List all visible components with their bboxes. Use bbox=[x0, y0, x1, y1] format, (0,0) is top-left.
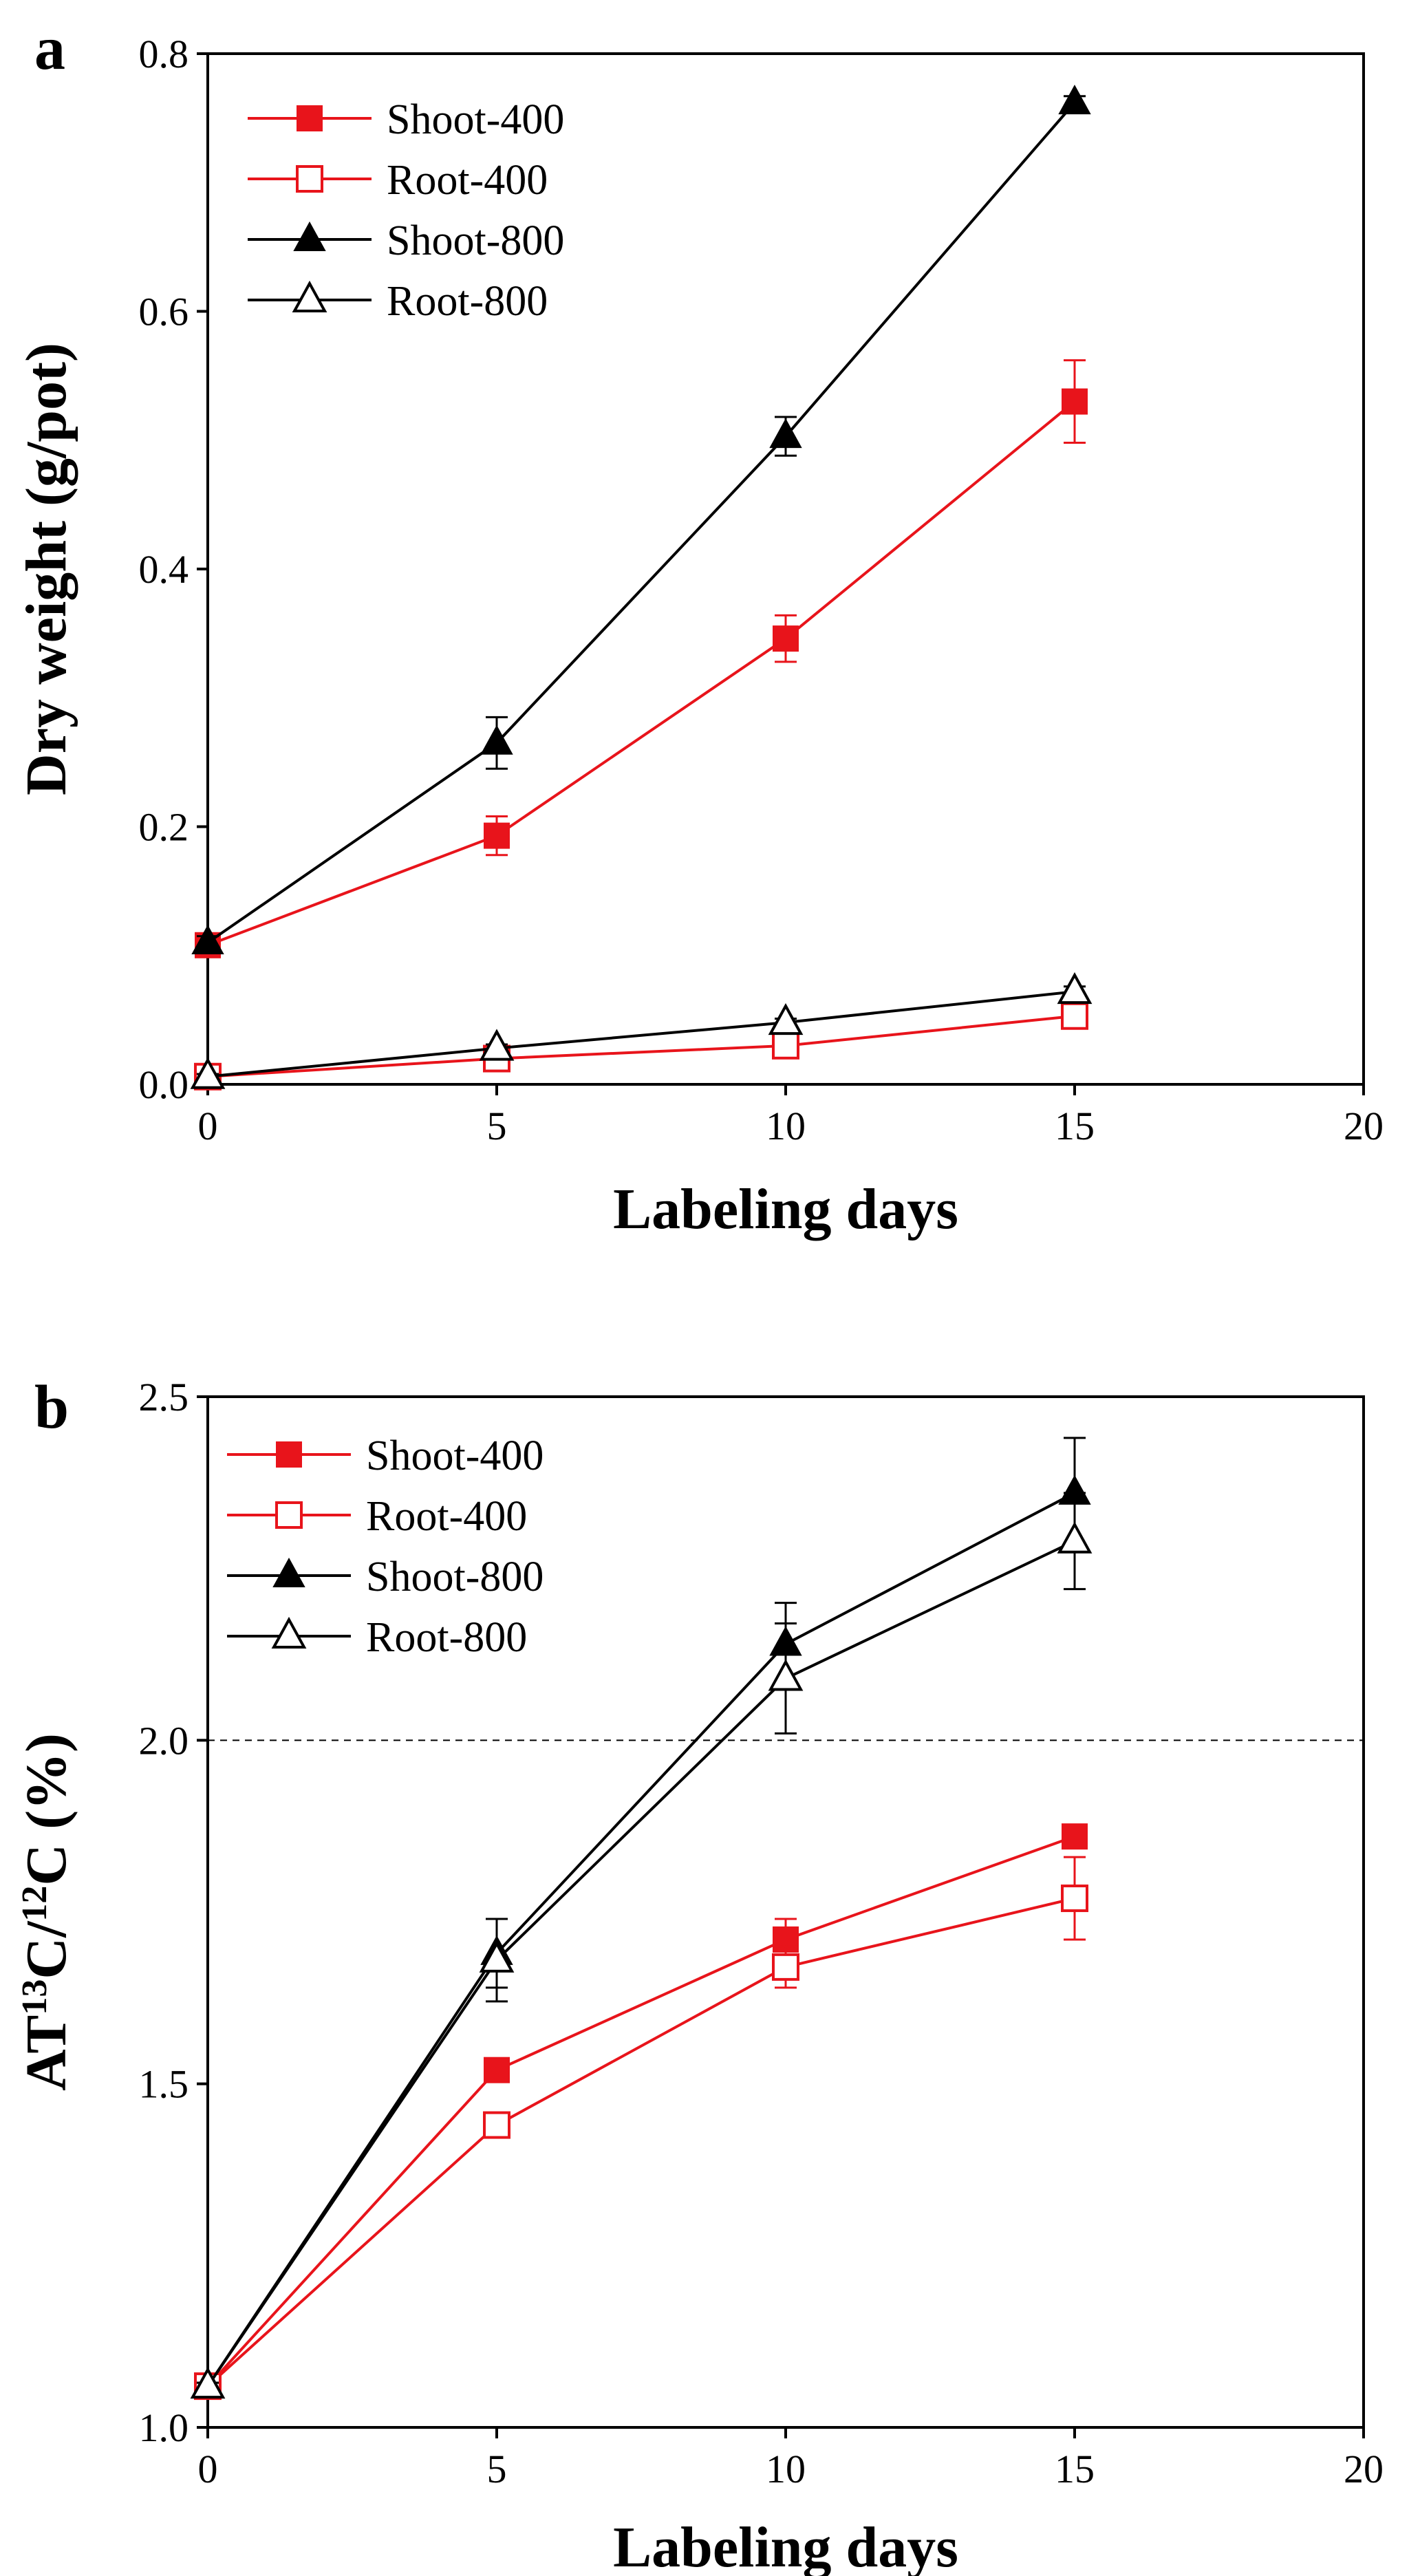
panel-a-line-root-400 bbox=[207, 1014, 1075, 1078]
panel-a-series-shoot-800 bbox=[191, 85, 1091, 955]
panel-a-legend: Shoot-400 Root-400 Shoot-800 Root-800 bbox=[248, 96, 564, 325]
panel-b-point-root-800 bbox=[768, 1659, 804, 1691]
panel-b-label: b bbox=[34, 1373, 69, 1441]
panel-b-legend: Shoot-400 Root-400 Shoot-800 Root-800 bbox=[227, 1432, 544, 1661]
panel-b-y-tick-label: 1.0 bbox=[139, 2405, 189, 2450]
panel-a-y-tick-label: 0.2 bbox=[139, 805, 189, 850]
panel-a-point-root-400 bbox=[772, 1031, 799, 1060]
y-label-superscript-13: 13 bbox=[15, 1979, 54, 2015]
panel-b-series-shoot-800 bbox=[191, 1437, 1091, 2398]
panel-b-point-root-800 bbox=[479, 1940, 515, 1973]
panel-a-y-tick-label: 0.8 bbox=[139, 32, 189, 76]
panel-a-legend-marker-shoot-800 bbox=[293, 221, 326, 251]
panel-b-x-tick-label: 0 bbox=[198, 2447, 218, 2491]
panel-b-line-root-400 bbox=[206, 1897, 1075, 2387]
panel-a-x-axis-label: Labeling days bbox=[613, 1177, 958, 1241]
panel-b-legend-marker-root-400 bbox=[275, 1501, 303, 1529]
panel-a-point-shoot-400 bbox=[1062, 388, 1088, 415]
y-label-superscript-12: 12 bbox=[15, 1886, 54, 1922]
panel-b-x-axis-label: Labeling days bbox=[613, 2515, 958, 2576]
panel-b: b 0 5 10 15 201.01.52.02.5Shoot-400Root-400S… bbox=[14, 1373, 1384, 2576]
panel-b-y-axis-label: AT13C/12C (%) bbox=[14, 1733, 78, 2091]
panel-b-y-tick-label: 1.5 bbox=[139, 2062, 189, 2107]
panel-b-line-shoot-800 bbox=[206, 1492, 1075, 2387]
panel-a-point-shoot-400 bbox=[773, 625, 799, 652]
panel-b-line-shoot-400 bbox=[206, 1835, 1075, 2387]
panel-a-y-axis-label: Dry weight (g/pot) bbox=[14, 343, 78, 795]
panel-b-legend-label-root-400: Root-400 bbox=[366, 1493, 527, 1540]
panel-a-legend-label-shoot-800: Shoot-800 bbox=[387, 217, 564, 264]
panel-a-point-root-800 bbox=[479, 1029, 515, 1061]
panel-b-plot-content: 0 5 10 15 201.01.52.02.5Shoot-400Root-400Sho… bbox=[139, 1375, 1384, 2491]
panel-a-point-shoot-800 bbox=[769, 418, 802, 449]
panel-b-legend-marker-shoot-800 bbox=[272, 1557, 305, 1587]
panel-a-x-tick-label: 5 bbox=[487, 1104, 507, 1148]
panel-b-point-root-400 bbox=[483, 2111, 510, 2139]
panel-a-legend-label-root-400: Root-400 bbox=[387, 157, 548, 204]
panel-b-line-root-800 bbox=[206, 1539, 1075, 2387]
panel-a-x-tick-label: 20 bbox=[1344, 1104, 1384, 1148]
panel-a-x-tick-label: 10 bbox=[766, 1104, 806, 1148]
panel-a-line-shoot-800 bbox=[206, 101, 1076, 944]
panel-a: a 0 5 10 15 20 0.0 0.2 0.4 0.6 0.8 Shoot-400 Root-4… bbox=[14, 14, 1384, 1241]
y-label-part-at: AT bbox=[14, 2015, 78, 2091]
panel-b-legend-marker-shoot-400 bbox=[276, 1441, 302, 1468]
panel-a-y-tick-label: 0.6 bbox=[139, 290, 189, 334]
panel-a-y-tick-label: 0.4 bbox=[139, 547, 189, 592]
panel-b-point-root-400 bbox=[772, 1953, 799, 1981]
panel-a-legend-label-root-800: Root-800 bbox=[387, 278, 548, 325]
panel-a-label: a bbox=[34, 14, 65, 83]
panel-b-legend-label-shoot-400: Shoot-400 bbox=[366, 1432, 544, 1479]
panel-a-point-shoot-400 bbox=[484, 822, 510, 849]
panel-b-x-tick-label: 10 bbox=[766, 2447, 806, 2491]
panel-b-point-shoot-400 bbox=[484, 2057, 510, 2083]
panel-a-x-tick-label: 15 bbox=[1055, 1104, 1095, 1148]
panel-a-point-root-800 bbox=[768, 1002, 804, 1035]
panel-b-legend-marker-root-800 bbox=[271, 1616, 307, 1649]
panel-a-point-root-800 bbox=[1057, 972, 1093, 1005]
panel-b-point-root-800 bbox=[1057, 1521, 1093, 1554]
panel-a-legend-marker-root-400 bbox=[296, 165, 323, 193]
panel-a-x-tick-label: 0 bbox=[198, 1104, 218, 1148]
panel-b-point-shoot-400 bbox=[1062, 1823, 1088, 1850]
panel-b-y-tick-label: 2.0 bbox=[139, 1718, 189, 1763]
panel-a-plot-content: 0 5 10 15 20 0.0 0.2 0.4 0.6 0.8 Shoot-400 Root-400… bbox=[139, 32, 1384, 1148]
panel-b-series-shoot-400 bbox=[195, 1823, 1088, 2400]
panel-b-point-root-400 bbox=[1061, 1885, 1088, 1913]
panel-a-series-root-800 bbox=[190, 972, 1093, 1089]
panel-b-y-tick-label: 2.5 bbox=[139, 1375, 189, 1419]
panel-b-series-root-800 bbox=[190, 1492, 1093, 2399]
panel-a-point-shoot-800 bbox=[1058, 85, 1091, 115]
panel-a-legend-label-shoot-400: Shoot-400 bbox=[387, 96, 564, 143]
panel-a-y-tick-label: 0.0 bbox=[139, 1062, 189, 1107]
panel-a-plot-frame bbox=[206, 52, 1365, 1086]
panel-a-point-shoot-800 bbox=[191, 924, 224, 955]
panel-a-point-root-800 bbox=[190, 1057, 226, 1089]
panel-a-series-shoot-400 bbox=[195, 359, 1088, 958]
y-label-part-c-percent: C (%) bbox=[14, 1733, 78, 1886]
panel-a-series-root-400 bbox=[194, 1002, 1088, 1091]
panel-b-point-root-800 bbox=[190, 2366, 226, 2399]
panel-b-legend-label-root-800: Root-800 bbox=[366, 1614, 527, 1661]
panel-a-point-root-400 bbox=[1061, 1002, 1088, 1030]
panel-b-x-tick-label: 5 bbox=[487, 2447, 507, 2491]
panel-b-plot-frame bbox=[206, 1395, 1365, 2429]
panel-a-line-root-800 bbox=[207, 990, 1075, 1078]
panel-b-legend-label-shoot-800: Shoot-800 bbox=[366, 1554, 544, 1600]
panel-a-legend-marker-shoot-400 bbox=[297, 105, 323, 131]
panel-a-legend-marker-root-800 bbox=[292, 280, 327, 312]
y-label-part-c-slash: C/ bbox=[14, 1920, 78, 1979]
panel-b-series-root-400 bbox=[194, 1856, 1088, 2401]
panel-a-point-shoot-800 bbox=[480, 724, 513, 755]
panel-a-line-shoot-400 bbox=[207, 400, 1076, 947]
panel-b-x-tick-label: 20 bbox=[1344, 2447, 1384, 2491]
panel-b-x-tick-label: 15 bbox=[1055, 2447, 1095, 2491]
